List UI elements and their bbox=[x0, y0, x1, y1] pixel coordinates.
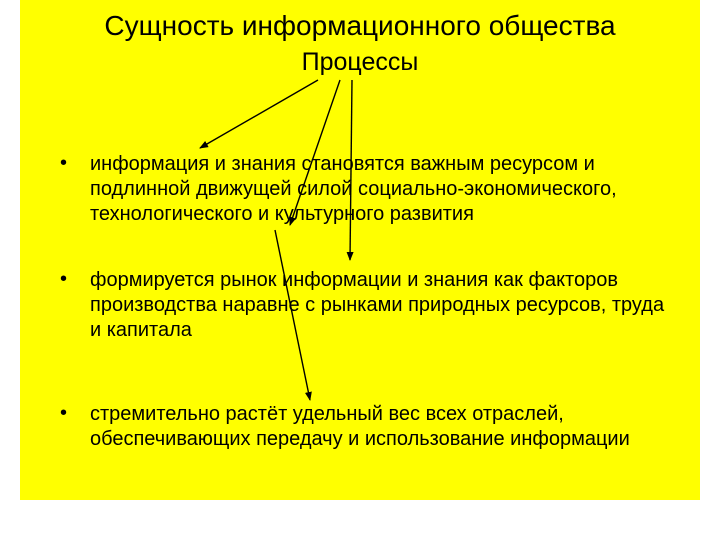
bullet-text: формируется рынок информации и знания ка… bbox=[90, 268, 680, 343]
bullet-dot: • bbox=[60, 268, 67, 291]
bullet-dot: • bbox=[60, 152, 67, 175]
slide-title: Сущность информационного общества bbox=[0, 10, 720, 42]
bullet-text: информация и знания становятся важным ре… bbox=[90, 152, 680, 227]
slide: Сущность информационного общества Процес… bbox=[0, 0, 720, 540]
slide-subtitle: Процессы bbox=[0, 48, 720, 77]
bullet-dot: • bbox=[60, 402, 67, 425]
bullet-text: стремительно растёт удельный вес всех от… bbox=[90, 402, 680, 452]
